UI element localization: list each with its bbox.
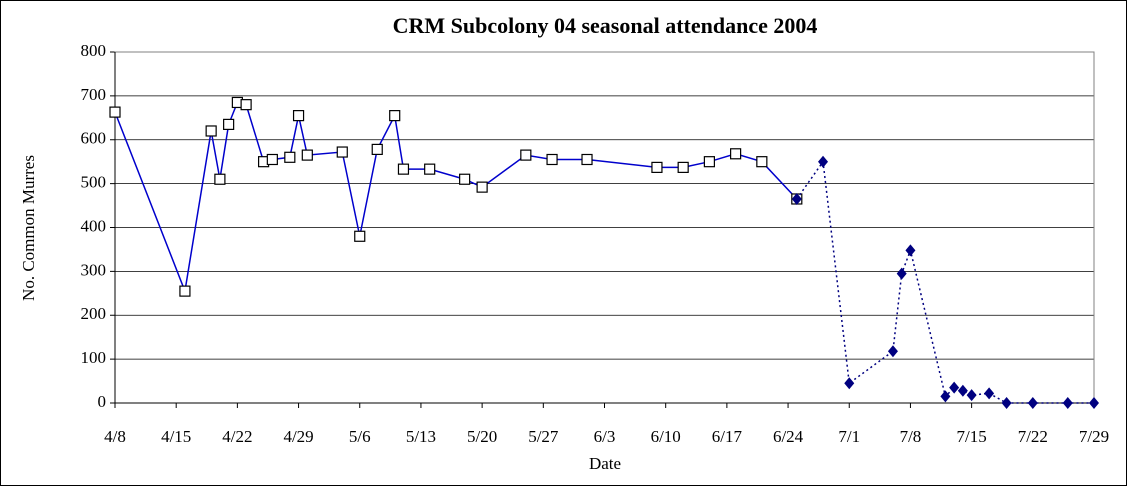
y-tick-label: 100: [81, 348, 107, 367]
square-marker: [476, 181, 488, 193]
y-tick-label: 400: [81, 216, 107, 235]
square-marker: [336, 146, 348, 158]
x-tick-label: 7/22: [1018, 427, 1048, 446]
square-marker: [223, 118, 235, 130]
y-tick-label: 600: [81, 129, 107, 148]
square-marker: [546, 153, 558, 166]
x-tick-label: 6/10: [651, 427, 681, 446]
y-axis-label: No. Common Murres: [19, 155, 38, 301]
square-marker: [292, 110, 305, 122]
x-tick-label: 6/17: [712, 427, 743, 446]
diamond-marker: [966, 389, 977, 402]
square-marker: [266, 153, 278, 166]
square-marker: [109, 106, 121, 118]
y-tick-label: 200: [81, 304, 107, 323]
diamond-marker: [791, 192, 802, 205]
y-tick-label: 700: [81, 85, 107, 104]
y-tick-label: 0: [98, 392, 107, 411]
x-tick-label: 4/8: [104, 427, 126, 446]
square-marker: [389, 110, 401, 122]
diamond-marker: [1062, 397, 1073, 409]
square-marker: [284, 151, 296, 163]
diamond-marker: [949, 381, 960, 394]
diamond-marker: [957, 384, 968, 397]
diamond-marker: [1027, 397, 1038, 409]
square-marker: [205, 125, 217, 137]
x-tick-label: 7/1: [838, 427, 860, 446]
chart-title: CRM Subcolony 04 seasonal attendance 200…: [393, 13, 818, 38]
diamond-marker: [1001, 397, 1012, 409]
x-tick-label: 5/27: [528, 427, 559, 446]
square-marker: [703, 156, 715, 168]
square-marker: [459, 173, 471, 185]
diamond-marker: [887, 345, 898, 358]
diamond-marker: [940, 390, 951, 403]
x-tick-label: 7/15: [957, 427, 987, 446]
square-marker: [677, 161, 689, 173]
x-axis-label: Date: [589, 454, 621, 473]
x-tick-label: 6/24: [773, 427, 804, 446]
diamond-marker: [1089, 397, 1099, 409]
x-tick-label: 4/22: [222, 427, 252, 446]
square-marker: [301, 149, 313, 161]
diamond-marker: [844, 377, 855, 390]
diamond-marker: [984, 387, 995, 400]
y-tick-label: 300: [81, 260, 107, 279]
y-tick-label: 800: [81, 41, 107, 60]
diamond-marker: [818, 155, 829, 168]
x-tick-label: 7/29: [1079, 427, 1109, 446]
x-tick-label: 7/8: [900, 427, 922, 446]
square-marker: [371, 143, 383, 156]
series-line: [796, 159, 1094, 404]
x-tick-label: 5/13: [406, 427, 436, 446]
square-marker: [397, 163, 410, 175]
diamond-marker: [896, 267, 907, 280]
square-marker: [214, 173, 226, 185]
square-marker: [651, 161, 663, 173]
y-tick-label: 500: [81, 173, 107, 192]
x-tick-label: 4/29: [283, 427, 313, 446]
x-tick-label: 6/3: [594, 427, 616, 446]
square-marker: [520, 149, 532, 161]
square-marker: [424, 163, 436, 175]
square-marker: [179, 285, 191, 297]
square-marker: [581, 153, 593, 166]
x-tick-label: 4/15: [161, 427, 191, 446]
x-tick-label: 5/6: [349, 427, 371, 446]
diamond-marker: [905, 244, 916, 257]
square-marker: [354, 230, 366, 242]
x-tick-label: 5/20: [467, 427, 497, 446]
square-marker: [756, 156, 768, 168]
square-marker: [240, 99, 252, 111]
square-marker: [730, 148, 742, 160]
